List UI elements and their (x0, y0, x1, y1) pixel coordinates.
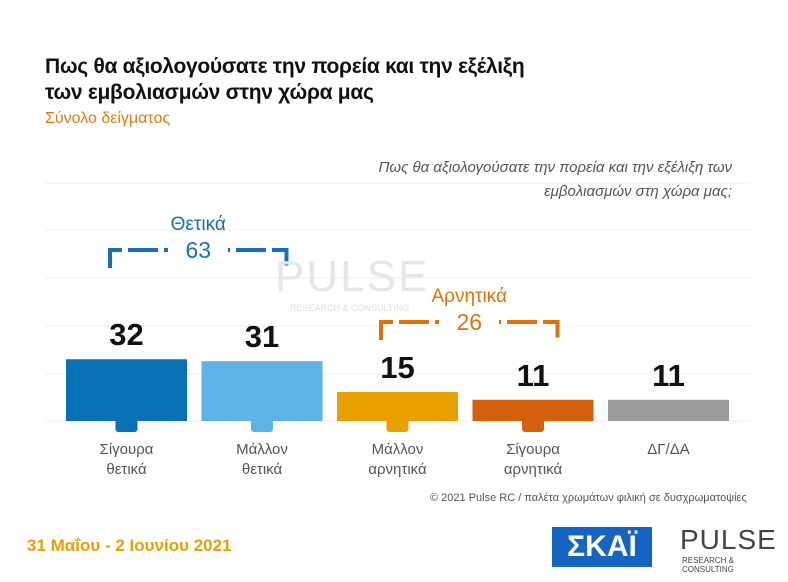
watermark: PULSE (275, 252, 430, 301)
category-label: Μάλλον αρνητικά (368, 441, 427, 478)
skai-logo: ΣΚΑΪ (552, 527, 652, 567)
value-label: 11 (516, 357, 550, 393)
category-label: Σίγουρα θετικά (99, 441, 154, 478)
bracket (379, 320, 560, 340)
icon (251, 410, 273, 432)
bar (608, 399, 729, 421)
group-label: Αρνητικά (431, 286, 508, 307)
value-label: 15 (380, 350, 415, 386)
value-label: 11 (652, 357, 685, 393)
copyright: © 2021 Pulse RC / παλέτα χρωμάτων φιλική… (430, 492, 747, 504)
category-label: Μάλλον θετικά (236, 441, 288, 478)
chart-title: Πως θα αξιολογούσατε την πορεία και την … (45, 55, 525, 104)
watermark-sub: RESEARCH & CONSULTING (290, 303, 410, 313)
category-label: Σίγουρα αρνητικά (503, 441, 563, 478)
question: Πως θα αξιολογούσατε την πορεία και την … (378, 159, 732, 200)
pulse-logo: PULSE (680, 524, 777, 555)
pulse-tagline: RESEARCH & CONSULTING (682, 556, 735, 574)
group-total: 63 (168, 237, 229, 264)
icon (386, 410, 409, 432)
group-total: 26 (439, 309, 500, 336)
category-label: ΔΓ/ΔΑ (647, 441, 690, 458)
value-label: 32 (109, 317, 144, 353)
group-label: Θετικά (170, 214, 226, 235)
icon (522, 410, 544, 432)
bracket (108, 248, 289, 268)
icon (115, 410, 138, 432)
date: 31 Μαΐου - 2 Ιουνίου 2021 (27, 536, 232, 555)
value-label: 31 (244, 319, 280, 355)
chart-subtitle: Σύνολο δείγματος (45, 110, 171, 127)
